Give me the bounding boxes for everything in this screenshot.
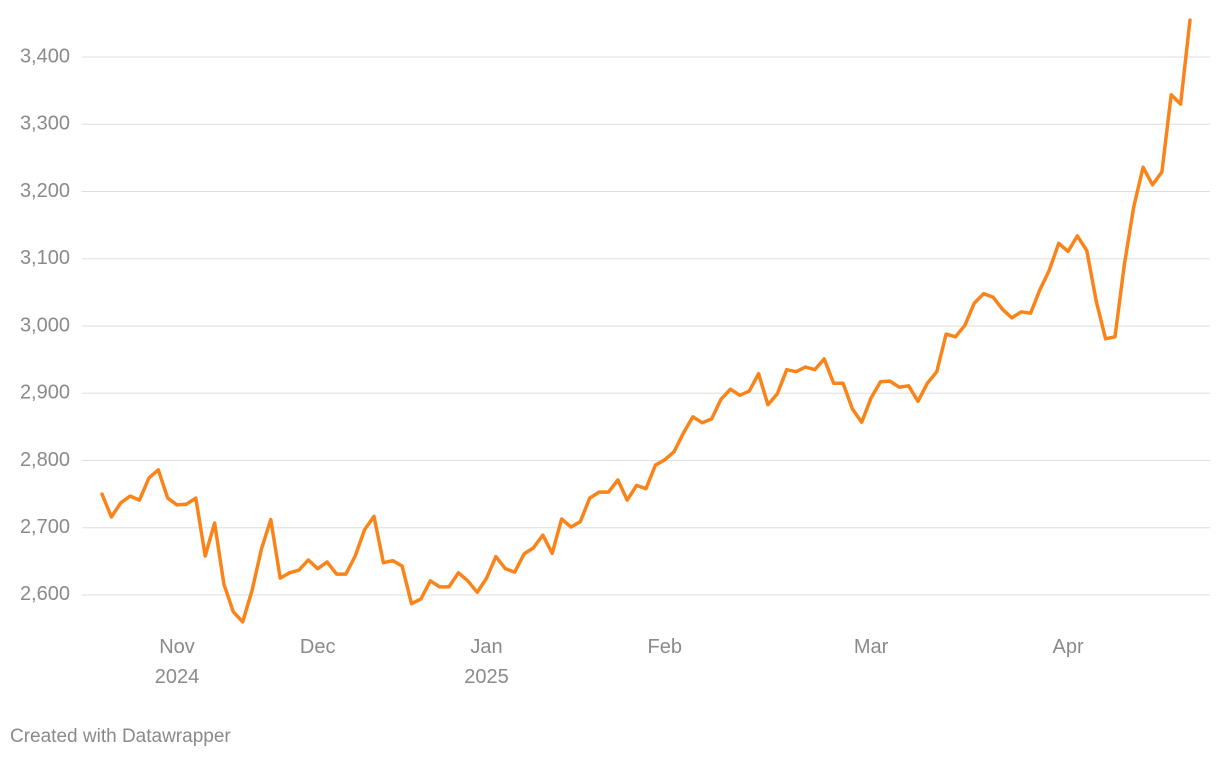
price-line: [100, 18, 1192, 624]
x-tick-label: Apr: [1053, 636, 1084, 658]
y-tick-label: 3,000: [20, 314, 70, 336]
y-tick-label: 3,200: [20, 180, 70, 202]
y-tick-label: 2,900: [20, 382, 70, 404]
credit: Created with Datawrapper: [10, 726, 231, 747]
x-tick-label: Dec: [300, 636, 336, 658]
x-tick-label: Feb: [648, 636, 682, 658]
x-tick-label: Nov 2024: [155, 636, 200, 688]
x-tick-label: Jan 2025: [464, 636, 509, 688]
y-tick-label: 2,800: [20, 449, 70, 471]
x-tick-label: Mar: [854, 636, 889, 658]
y-tick-label: 2,700: [20, 516, 70, 538]
y-tick-label: 3,400: [20, 45, 70, 67]
y-tick-label: 3,100: [20, 247, 70, 269]
y-tick-label: 3,300: [20, 113, 70, 135]
y-tick-label: 2,600: [20, 583, 70, 605]
